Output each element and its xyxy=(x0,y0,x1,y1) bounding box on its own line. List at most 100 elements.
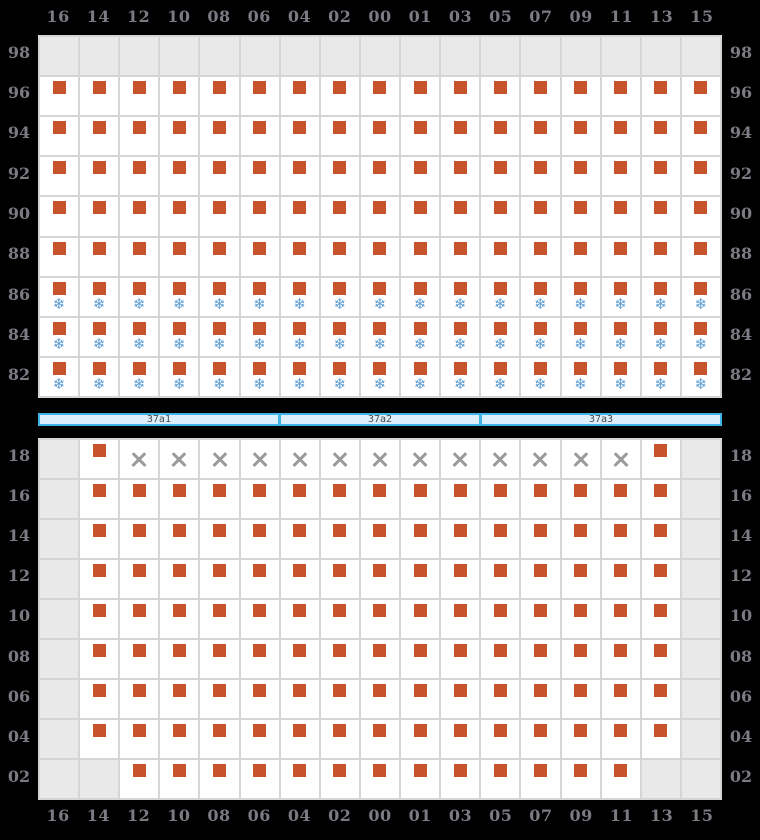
cell-02-03[interactable] xyxy=(441,760,480,798)
cell-94-08[interactable] xyxy=(200,117,239,156)
cell-12-13[interactable] xyxy=(641,560,680,598)
cell-10-00[interactable] xyxy=(360,600,400,638)
cell-88-11[interactable] xyxy=(601,237,640,276)
cell-16-06[interactable] xyxy=(240,480,279,518)
cell-86-00[interactable]: ❄ xyxy=(360,277,400,316)
cell-88-04[interactable] xyxy=(280,237,319,276)
cell-16-14[interactable] xyxy=(80,480,119,518)
cell-16-12[interactable] xyxy=(120,480,159,518)
cell-06-02[interactable] xyxy=(320,680,359,718)
cell-12-05[interactable] xyxy=(481,560,520,598)
cell-16-07[interactable] xyxy=(521,480,560,518)
cell-92-15[interactable] xyxy=(681,157,720,196)
cell-82-00[interactable]: ❄ xyxy=(360,357,400,396)
cell-92-14[interactable] xyxy=(80,157,119,196)
cell-84-12[interactable]: ❄ xyxy=(120,317,159,356)
cell-84-01[interactable]: ❄ xyxy=(401,317,440,356)
section-segment-37a3[interactable]: 37a3 xyxy=(482,414,720,424)
cell-96-07[interactable] xyxy=(521,77,560,116)
cell-88-15[interactable] xyxy=(681,237,720,276)
cell-06-08[interactable] xyxy=(200,680,239,718)
cell-08-13[interactable] xyxy=(641,640,680,678)
cell-86-15[interactable]: ❄ xyxy=(681,277,720,316)
cell-96-02[interactable] xyxy=(320,77,359,116)
cell-94-10[interactable] xyxy=(160,117,199,156)
cell-86-06[interactable]: ❄ xyxy=(240,277,279,316)
cell-96-08[interactable] xyxy=(200,77,239,116)
cell-96-00[interactable] xyxy=(360,77,400,116)
cell-86-03[interactable]: ❄ xyxy=(441,277,480,316)
cell-06-14[interactable] xyxy=(80,680,119,718)
cell-14-05[interactable] xyxy=(481,520,520,558)
cell-02-01[interactable] xyxy=(401,760,440,798)
cell-10-02[interactable] xyxy=(320,600,359,638)
cell-90-16[interactable] xyxy=(40,197,79,236)
cell-92-10[interactable] xyxy=(160,157,199,196)
cell-92-01[interactable] xyxy=(401,157,440,196)
cell-10-14[interactable] xyxy=(80,600,119,638)
cell-86-11[interactable]: ❄ xyxy=(601,277,640,316)
cell-90-01[interactable] xyxy=(401,197,440,236)
cell-18-14[interactable] xyxy=(80,440,119,478)
cell-88-06[interactable] xyxy=(240,237,279,276)
cell-06-05[interactable] xyxy=(481,680,520,718)
cell-90-03[interactable] xyxy=(441,197,480,236)
cell-92-06[interactable] xyxy=(240,157,279,196)
cell-86-01[interactable]: ❄ xyxy=(401,277,440,316)
cell-04-11[interactable] xyxy=(601,720,640,758)
cell-96-12[interactable] xyxy=(120,77,159,116)
cell-02-10[interactable] xyxy=(160,760,199,798)
cell-16-13[interactable] xyxy=(641,480,680,518)
cell-02-05[interactable] xyxy=(481,760,520,798)
cell-08-01[interactable] xyxy=(401,640,440,678)
cell-90-04[interactable] xyxy=(280,197,319,236)
cell-02-12[interactable] xyxy=(120,760,159,798)
cell-06-11[interactable] xyxy=(601,680,640,718)
cell-96-16[interactable] xyxy=(40,77,79,116)
cell-94-14[interactable] xyxy=(80,117,119,156)
cell-16-04[interactable] xyxy=(280,480,319,518)
cell-10-09[interactable] xyxy=(561,600,600,638)
cell-96-03[interactable] xyxy=(441,77,480,116)
cell-88-05[interactable] xyxy=(481,237,520,276)
cell-16-10[interactable] xyxy=(160,480,199,518)
cell-08-09[interactable] xyxy=(561,640,600,678)
cell-90-08[interactable] xyxy=(200,197,239,236)
cell-12-02[interactable] xyxy=(320,560,359,598)
cell-84-08[interactable]: ❄ xyxy=(200,317,239,356)
cell-94-12[interactable] xyxy=(120,117,159,156)
cell-84-16[interactable]: ❄ xyxy=(40,317,79,356)
cell-86-09[interactable]: ❄ xyxy=(561,277,600,316)
cell-92-07[interactable] xyxy=(521,157,560,196)
cell-02-08[interactable] xyxy=(200,760,239,798)
cell-14-12[interactable] xyxy=(120,520,159,558)
cell-14-11[interactable] xyxy=(601,520,640,558)
cell-92-09[interactable] xyxy=(561,157,600,196)
cell-82-05[interactable]: ❄ xyxy=(481,357,520,396)
cell-12-09[interactable] xyxy=(561,560,600,598)
cell-16-01[interactable] xyxy=(401,480,440,518)
cell-90-12[interactable] xyxy=(120,197,159,236)
cell-12-06[interactable] xyxy=(240,560,279,598)
cell-04-04[interactable] xyxy=(280,720,319,758)
cell-10-08[interactable] xyxy=(200,600,239,638)
cell-14-01[interactable] xyxy=(401,520,440,558)
cell-84-11[interactable]: ❄ xyxy=(601,317,640,356)
cell-92-08[interactable] xyxy=(200,157,239,196)
cell-12-10[interactable] xyxy=(160,560,199,598)
cell-08-14[interactable] xyxy=(80,640,119,678)
cell-10-13[interactable] xyxy=(641,600,680,638)
cell-82-08[interactable]: ❄ xyxy=(200,357,239,396)
cell-88-10[interactable] xyxy=(160,237,199,276)
cell-14-09[interactable] xyxy=(561,520,600,558)
cell-88-01[interactable] xyxy=(401,237,440,276)
cell-94-03[interactable] xyxy=(441,117,480,156)
cell-96-13[interactable] xyxy=(641,77,680,116)
cell-88-08[interactable] xyxy=(200,237,239,276)
cell-90-07[interactable] xyxy=(521,197,560,236)
cell-02-02[interactable] xyxy=(320,760,359,798)
cell-92-04[interactable] xyxy=(280,157,319,196)
cell-82-03[interactable]: ❄ xyxy=(441,357,480,396)
cell-06-03[interactable] xyxy=(441,680,480,718)
cell-04-10[interactable] xyxy=(160,720,199,758)
